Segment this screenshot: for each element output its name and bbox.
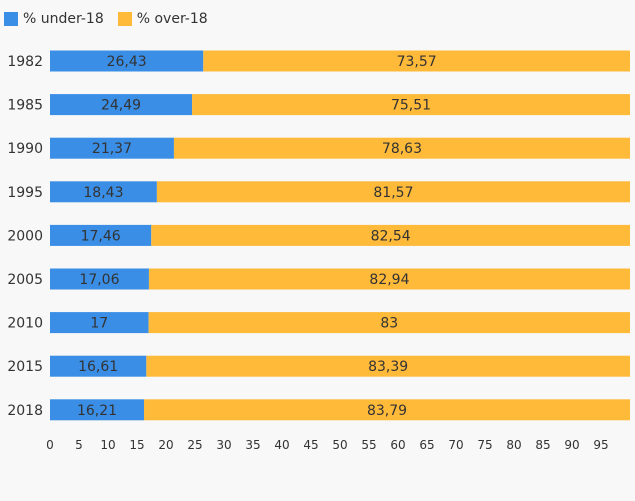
- legend-label-under-18: % under-18: [23, 11, 104, 27]
- x-tick-label: 90: [564, 438, 579, 452]
- x-tick-label: 40: [274, 438, 289, 452]
- category-label: 1985: [7, 98, 43, 114]
- bar-over-18[interactable]: [144, 399, 630, 421]
- legend-label-over-18: % over-18: [136, 11, 208, 27]
- data-label: 21,37: [92, 141, 132, 157]
- category-label: 1982: [7, 54, 43, 70]
- bar-under-18[interactable]: [50, 268, 149, 290]
- x-tick-label: 55: [361, 438, 376, 452]
- bar-under-18[interactable]: [50, 399, 145, 421]
- data-label: 18,43: [83, 185, 123, 201]
- bar-over-18[interactable]: [148, 268, 630, 290]
- data-label: 83,39: [368, 359, 408, 375]
- legend-item-over-18[interactable]: % over-18: [117, 11, 208, 27]
- data-label: 83: [380, 316, 398, 332]
- x-tick-label: 20: [158, 438, 173, 452]
- data-label: 16,21: [77, 403, 117, 419]
- data-label: 78,63: [382, 141, 422, 157]
- x-tick-label: 25: [187, 438, 202, 452]
- data-label: 16,61: [78, 359, 118, 375]
- category-label: 2010: [7, 316, 43, 332]
- x-tick-label: 60: [390, 438, 405, 452]
- legend-item-under-18[interactable]: % under-18: [4, 11, 104, 27]
- data-label: 24,49: [101, 98, 141, 114]
- data-label: 81,57: [373, 185, 413, 201]
- x-tick-label: 45: [303, 438, 318, 452]
- x-tick-label: 85: [535, 438, 550, 452]
- bar-over-18[interactable]: [192, 94, 631, 116]
- category-label: 2018: [7, 403, 43, 419]
- category-label: 1995: [7, 185, 43, 201]
- x-tick-label: 5: [75, 438, 83, 452]
- category-label: 2005: [7, 272, 43, 288]
- bar-under-18[interactable]: [50, 181, 157, 203]
- bar-under-18[interactable]: [50, 137, 174, 159]
- legend: % under-18 % over-18: [4, 11, 214, 27]
- x-tick-label: 10: [100, 438, 115, 452]
- legend-swatch-over-18: [117, 12, 132, 26]
- x-tick-label: 15: [129, 438, 144, 452]
- data-label: 75,51: [391, 98, 431, 114]
- category-label: 2000: [7, 228, 43, 244]
- category-label: 2015: [7, 359, 43, 375]
- bar-under-18[interactable]: [50, 312, 149, 334]
- data-label: 17: [90, 316, 108, 332]
- data-label: 82,94: [369, 272, 409, 288]
- x-tick-label: 95: [593, 438, 608, 452]
- bar-under-18[interactable]: [50, 94, 193, 116]
- data-label: 26,43: [107, 54, 147, 70]
- x-tick-label: 70: [448, 438, 463, 452]
- data-label: 83,79: [367, 403, 407, 419]
- x-tick-label: 75: [477, 438, 492, 452]
- bar-under-18[interactable]: [50, 355, 147, 377]
- x-tick-label: 0: [46, 438, 54, 452]
- bar-over-18[interactable]: [151, 224, 630, 246]
- x-tick-label: 50: [332, 438, 347, 452]
- bar-over-18[interactable]: [156, 181, 631, 203]
- data-label: 17,46: [81, 228, 121, 244]
- bar-under-18[interactable]: [50, 50, 204, 72]
- data-label: 82,54: [371, 228, 411, 244]
- bar-over-18[interactable]: [203, 50, 630, 72]
- x-tick-label: 65: [419, 438, 434, 452]
- x-tick-label: 80: [506, 438, 521, 452]
- x-tick-label: 35: [245, 438, 260, 452]
- data-label: 73,57: [397, 54, 437, 70]
- bar-over-18[interactable]: [146, 355, 630, 377]
- category-label: 1990: [7, 141, 43, 157]
- legend-swatch-under-18: [4, 12, 18, 26]
- bar-over-18[interactable]: [173, 137, 631, 159]
- bar-under-18[interactable]: [50, 224, 152, 246]
- data-label: 17,06: [79, 272, 119, 288]
- x-tick-label: 30: [216, 438, 231, 452]
- bar-over-18[interactable]: [148, 312, 630, 334]
